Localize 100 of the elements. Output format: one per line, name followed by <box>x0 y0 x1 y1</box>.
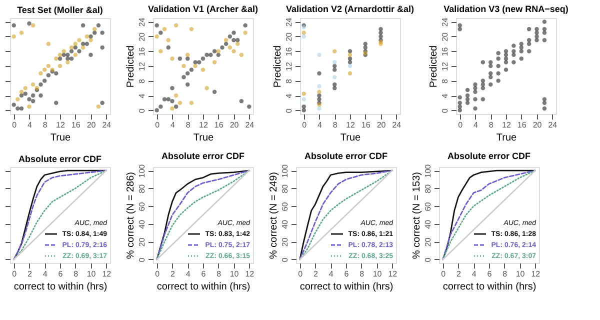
point <box>58 52 62 58</box>
y-axis-title: Predicted <box>126 45 136 88</box>
point <box>534 26 539 32</box>
point <box>96 23 101 28</box>
point <box>174 93 178 98</box>
y-tick-label: 24 <box>138 17 146 27</box>
y-tick-label: 100 <box>138 164 146 178</box>
y-tick-label: 12 <box>440 62 450 71</box>
point <box>317 52 322 58</box>
point <box>154 34 159 39</box>
point <box>239 52 244 58</box>
point <box>542 100 547 106</box>
point <box>19 90 24 94</box>
point <box>302 30 306 35</box>
point <box>182 64 186 68</box>
x-tick-label: 12 <box>102 270 112 278</box>
x-tick-label: 6 <box>344 270 350 278</box>
y-tick-label: 80 <box>424 184 432 194</box>
point <box>317 71 322 76</box>
y-tick-label: 80 <box>138 184 146 194</box>
y-tick-label: 60 <box>138 202 146 212</box>
chart-title: Validation V3 (new RNA−seq) <box>444 4 568 14</box>
y-tick-label: 0 <box>138 257 146 262</box>
point <box>69 45 74 50</box>
point <box>185 82 190 87</box>
point <box>488 64 493 68</box>
point <box>473 106 478 111</box>
point <box>46 42 51 46</box>
point <box>378 34 383 39</box>
y-tick-label: 16 <box>284 46 294 56</box>
point <box>465 93 470 98</box>
point <box>348 60 352 64</box>
point <box>16 97 20 102</box>
point <box>178 100 182 106</box>
y-tick-label: 4 <box>284 93 294 98</box>
y-tick-label: 8 <box>138 78 146 84</box>
point <box>185 71 190 76</box>
point <box>348 52 352 58</box>
chart-title: Test Set (Moller &al) <box>17 5 103 15</box>
y-tick-label: 20 <box>440 32 450 42</box>
chart-title: Validation V2 (Arnardottir &al) <box>286 4 414 14</box>
point <box>38 93 43 98</box>
point <box>480 97 486 102</box>
point <box>170 56 174 61</box>
line-series <box>156 170 250 260</box>
point <box>332 49 337 54</box>
point <box>54 71 58 76</box>
point <box>162 26 167 32</box>
y-tick-label: 16 <box>440 46 450 56</box>
point <box>154 108 159 112</box>
x-tick-label: 20 <box>376 120 386 130</box>
point <box>519 45 524 50</box>
point <box>204 52 209 58</box>
x-tick-label: 0 <box>298 270 304 278</box>
y-tick-label: 0 <box>424 257 432 262</box>
x-tick-label: 8 <box>42 120 48 130</box>
x-tick-label: 16 <box>361 120 371 130</box>
point <box>348 71 352 76</box>
x-tick-label: 24 <box>102 120 112 130</box>
point <box>247 104 252 109</box>
point <box>317 97 322 102</box>
y-tick-label: 60 <box>280 202 290 212</box>
x-tick-label: 16 <box>71 120 81 130</box>
point <box>512 60 516 64</box>
point <box>224 42 228 46</box>
point <box>66 52 70 58</box>
point <box>332 82 337 87</box>
point <box>542 30 547 35</box>
point <box>73 45 78 50</box>
x-tick-label: 8 <box>502 270 508 278</box>
x-tick-label: 12 <box>56 120 66 130</box>
point <box>232 30 236 35</box>
point <box>62 49 66 54</box>
point <box>46 73 51 78</box>
y-tick-label: 100 <box>280 164 290 178</box>
point <box>302 108 306 112</box>
x-tick-label: 10 <box>372 270 382 278</box>
point <box>363 45 368 50</box>
point <box>243 23 248 28</box>
point <box>189 100 194 106</box>
point <box>228 34 232 39</box>
point <box>480 86 486 90</box>
point <box>504 68 508 72</box>
y-tick-label: 12 <box>138 62 146 71</box>
point <box>212 60 217 64</box>
point <box>19 30 24 35</box>
point <box>73 52 78 58</box>
x-tick-label: 4 <box>186 270 191 278</box>
point <box>512 44 516 48</box>
point <box>534 30 539 35</box>
point <box>170 86 174 90</box>
point <box>216 52 221 58</box>
x-tick-label: 24 <box>548 120 558 130</box>
point <box>204 86 209 90</box>
point <box>38 82 43 87</box>
point <box>77 38 82 42</box>
point <box>189 68 194 72</box>
chart-title: Absolute error CDF <box>161 150 246 161</box>
x-axis-title: True <box>496 132 518 144</box>
point <box>80 23 86 28</box>
